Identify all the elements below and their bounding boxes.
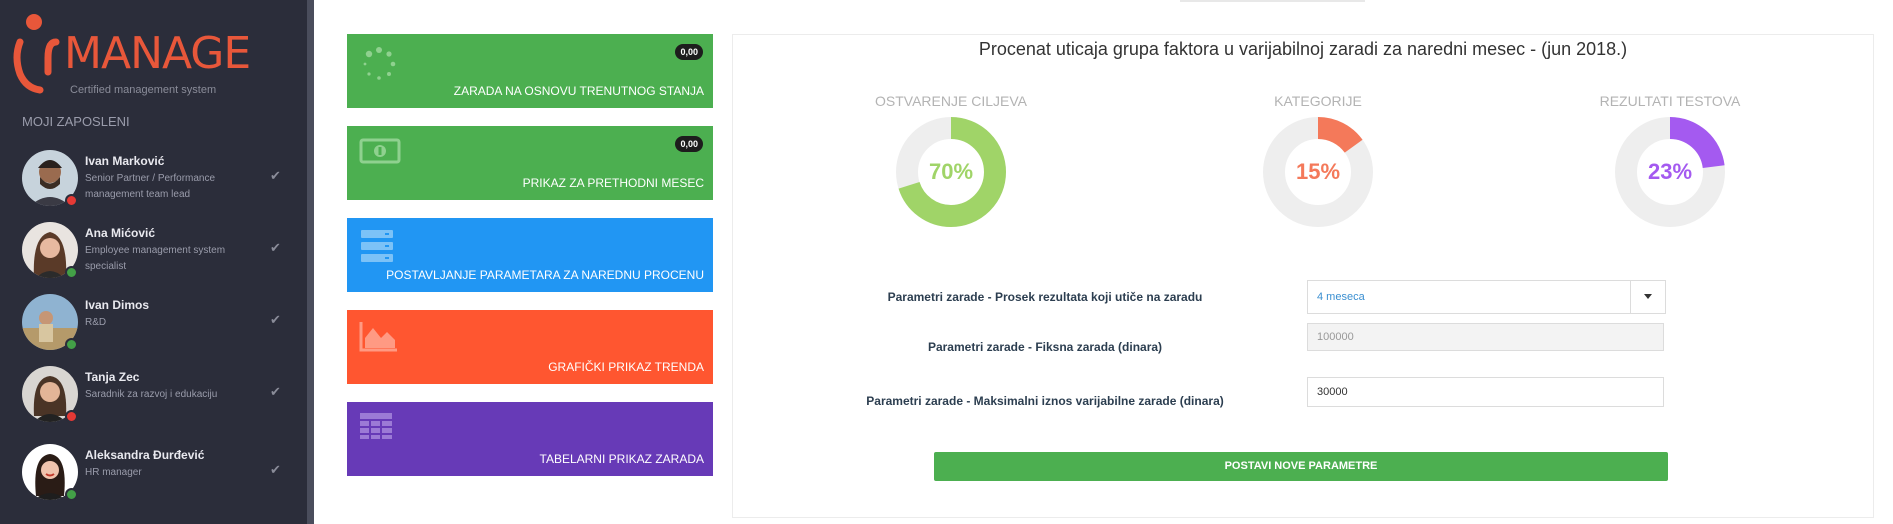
tile-label: GRAFIČKI PRIKAZ TRENDA — [548, 360, 704, 374]
status-dot — [65, 338, 78, 351]
avg-result-select[interactable]: 4 meseca — [1307, 280, 1666, 314]
parameters-panel: Procenat uticaja grupa faktora u varijab… — [732, 34, 1874, 518]
donut-arc — [1615, 117, 1725, 227]
donut-chart: 70% — [896, 117, 1006, 227]
tile-trend-chart[interactable]: GRAFIČKI PRIKAZ TRENDA — [347, 310, 713, 384]
money-icon — [359, 138, 401, 164]
tile-label: TABELARNI PRIKAZ ZARADA — [539, 452, 704, 466]
tile-badge: 0,00 — [675, 136, 703, 152]
tile-badge: 0,00 — [675, 44, 703, 60]
avatar — [22, 222, 78, 278]
logo-mark-icon — [13, 14, 60, 94]
tile-label: ZARADA NA OSNOVU TRENUTNOG STANJA — [453, 84, 704, 98]
status-dot — [65, 410, 78, 423]
panel-title: Procenat uticaja grupa faktora u varijab… — [978, 39, 1628, 59]
status-dot — [65, 488, 78, 501]
donut-value: 23% — [1647, 159, 1693, 184]
employee-role: Employee management system specialist — [85, 245, 226, 272]
employee-item[interactable]: Ivan Dimos R&D ✔ — [0, 288, 307, 360]
set-parameters-button[interactable]: POSTAVI NOVE PARAMETRE — [934, 452, 1668, 481]
employee-name: Ivan Dimos — [85, 298, 150, 312]
employee-list: Ivan Marković Senior Partner / Performan… — [0, 144, 307, 504]
employee-role: HR manager — [85, 467, 142, 478]
server-icon — [361, 230, 393, 262]
employee-item[interactable]: Tanja Zec Saradnik za razvoj i edukaciju… — [0, 360, 307, 432]
donut-svg — [896, 117, 1006, 227]
donut-svg — [1615, 117, 1725, 227]
donut-value: 70% — [928, 159, 974, 184]
check-icon: ✔ — [270, 168, 281, 183]
donut-chart: 15% — [1263, 117, 1373, 227]
employee-role: Senior Partner / Performance management … — [85, 173, 216, 200]
tile-previous-month[interactable]: 0,00 PRIKAZ ZA PRETHODNI MESEC — [347, 126, 713, 200]
tile-parameters[interactable]: POSTAVLJANJE PARAMETARA ZA NAREDNU PROCE… — [347, 218, 713, 292]
max-variable-label: Parametri zarade - Maksimalni iznos vari… — [866, 394, 1224, 408]
donut-tests: REZULTATI TESTOVA 23% — [1550, 93, 1790, 227]
top-divider — [1180, 0, 1365, 2]
tile-label: POSTAVLJANJE PARAMETARA ZA NAREDNU PROCE… — [386, 268, 704, 282]
logo-tagline: Certified management system — [70, 84, 217, 96]
donut-value: 15% — [1295, 159, 1341, 184]
max-variable-field[interactable] — [1307, 377, 1664, 407]
avg-result-label: Parametri zarade - Prosek rezultata koji… — [887, 290, 1203, 304]
donut-goals: OSTVARENJE CILJEVA 70% — [831, 93, 1071, 227]
donut-label: REZULTATI TESTOVA — [1599, 93, 1741, 109]
donut-label: OSTVARENJE CILJEVA — [875, 93, 1027, 109]
logo[interactable]: MANAGE Certified management system — [12, 12, 251, 102]
section-label: MOJI ZAPOSLENI — [22, 114, 130, 129]
table-icon — [360, 413, 392, 439]
employee-item[interactable]: Ivan Marković Senior Partner / Performan… — [0, 144, 307, 216]
fixed-salary-field[interactable] — [1307, 323, 1664, 351]
status-dot — [65, 194, 78, 207]
employee-item[interactable]: Ana Mićović Employee management system s… — [0, 216, 307, 288]
employee-item[interactable]: Aleksandra Đurđević HR manager ✔ — [0, 438, 307, 510]
tile-current-earnings[interactable]: 0,00 ZARADA NA OSNOVU TRENUTNOG STANJA — [347, 34, 713, 108]
sidebar: MANAGE Certified management system MOJI … — [0, 0, 307, 524]
sidebar-scrollbar[interactable] — [307, 0, 314, 524]
fixed-salary-label: Parametri zarade - Fiksna zarada (dinara… — [927, 340, 1163, 354]
donut-categories: KATEGORIJE 15% — [1198, 93, 1438, 227]
status-dot — [65, 266, 78, 279]
chevron-down-icon[interactable] — [1630, 281, 1665, 313]
employee-role: Saradnik za razvoj i edukaciju — [85, 389, 218, 400]
donut-chart: 23% — [1615, 117, 1725, 227]
employee-role: R&D — [85, 317, 107, 328]
donut-arc — [896, 117, 1006, 227]
spinner-icon — [363, 47, 396, 80]
select-value: 4 meseca — [1317, 291, 1365, 303]
check-icon: ✔ — [270, 312, 281, 327]
donut-label: KATEGORIJE — [1274, 93, 1362, 109]
tile-label: PRIKAZ ZA PRETHODNI MESEC — [522, 176, 704, 190]
employee-name: Ivan Marković — [85, 154, 165, 168]
check-icon: ✔ — [270, 462, 281, 477]
employee-name: Ana Mićović — [85, 226, 156, 240]
donut-svg — [1263, 117, 1373, 227]
donut-arc — [1263, 117, 1373, 227]
tile-earnings-table[interactable]: TABELARNI PRIKAZ ZARADA — [347, 402, 713, 476]
employee-name: Aleksandra Đurđević — [85, 448, 205, 462]
avatar — [22, 150, 78, 206]
avatar — [22, 444, 78, 500]
logo-text: MANAGE — [64, 28, 251, 79]
check-icon: ✔ — [270, 384, 281, 399]
employee-name: Tanja Zec — [85, 370, 140, 384]
check-icon: ✔ — [270, 240, 281, 255]
area-chart-icon — [359, 322, 397, 352]
